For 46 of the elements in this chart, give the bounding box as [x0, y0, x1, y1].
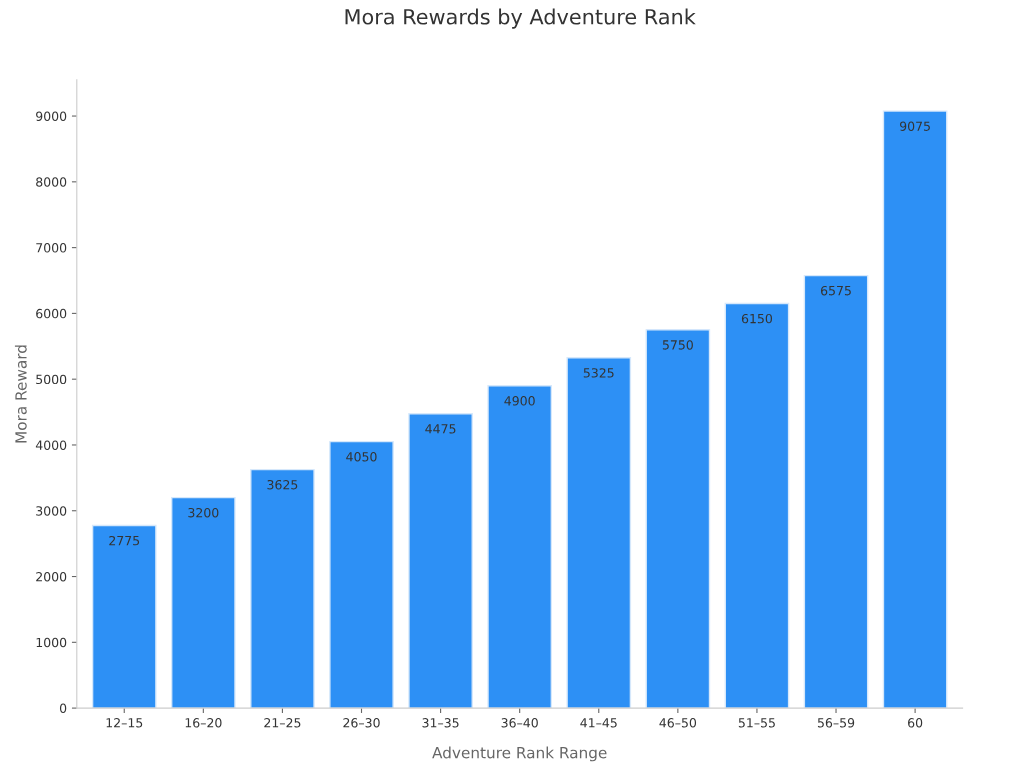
- bar: [724, 302, 790, 709]
- data-label: 6575: [820, 285, 851, 296]
- bar: [408, 413, 473, 709]
- y-tick-label: 9000: [36, 111, 67, 121]
- x-tick-label: 60: [908, 718, 923, 728]
- data-label: 5750: [662, 340, 693, 350]
- bar: [91, 524, 157, 709]
- x-tick-label: 36–40: [501, 718, 538, 728]
- data-label: 3625: [267, 479, 298, 490]
- y-tick-label: 3000: [36, 506, 67, 516]
- bar: [803, 274, 869, 709]
- bar: [250, 468, 315, 709]
- x-axis-title: Adventure Rank Range: [432, 746, 607, 762]
- x-tick-label: 51–55: [738, 718, 775, 728]
- x-tick-label: 16–20: [185, 718, 222, 728]
- x-tick-label: 46–50: [659, 718, 697, 728]
- y-tick-label: 4000: [35, 440, 67, 450]
- x-tick-label: 56–59: [817, 718, 855, 728]
- bar: [645, 329, 711, 709]
- data-label: 3200: [188, 507, 219, 518]
- data-label: 4050: [346, 452, 377, 462]
- y-tick-label: 8000: [36, 177, 67, 187]
- bar: [566, 357, 632, 709]
- y-tick-label: 7000: [36, 243, 67, 253]
- data-label: 5325: [583, 368, 614, 378]
- x-tick-label: 41–45: [580, 718, 617, 728]
- data-label: 9075: [899, 121, 930, 131]
- data-label: 4900: [504, 396, 535, 406]
- x-tick-label: 26–30: [343, 718, 380, 728]
- x-tick-label: 21–25: [264, 718, 301, 728]
- y-tick-label: 0: [59, 703, 67, 714]
- x-tick-label: 31–35: [422, 718, 459, 728]
- y-tick-label: 1000: [36, 637, 67, 648]
- y-tick-label: 5000: [36, 374, 67, 385]
- bar: [882, 110, 948, 709]
- bar: [487, 385, 553, 709]
- y-tick-label: 2000: [36, 572, 67, 582]
- chart-title: Mora Rewards by Adventure Rank: [345, 8, 696, 29]
- y-tick-label: 6000: [36, 308, 67, 319]
- bar: [171, 496, 236, 709]
- data-label: 4475: [425, 424, 456, 434]
- data-label: 6150: [741, 313, 773, 324]
- y-axis-title: Mora Reward: [14, 345, 27, 443]
- x-tick-label: 12–15: [106, 718, 143, 728]
- bar: [329, 440, 394, 709]
- data-label: 2775: [109, 535, 140, 546]
